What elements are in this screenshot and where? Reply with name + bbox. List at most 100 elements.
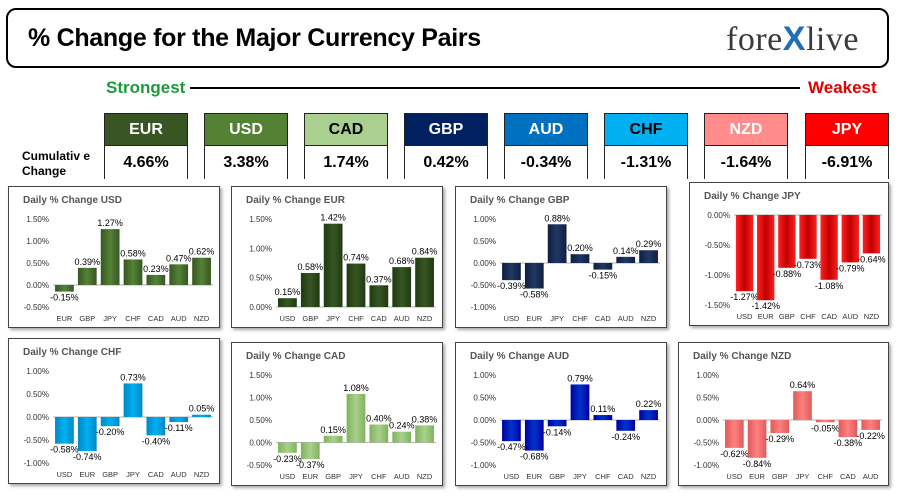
data-label: 0.58% — [120, 248, 146, 258]
category-label: EUR — [526, 472, 542, 481]
data-label: -1.08% — [815, 281, 844, 291]
y-tick-label: -1.00% — [471, 461, 496, 470]
y-tick-label: 0.00% — [473, 259, 496, 268]
category-label: CHF — [371, 472, 387, 481]
data-label: 0.73% — [120, 372, 146, 382]
bar-usd — [735, 215, 754, 292]
category-label: USD — [726, 472, 742, 481]
category-label: EUR — [79, 470, 95, 479]
chart-title: Daily % Change CAD — [246, 351, 345, 362]
category-label: EUR — [749, 472, 765, 481]
data-label: -0.38% — [834, 438, 863, 448]
bar-jpy — [123, 383, 143, 417]
category-label: NZD — [417, 472, 433, 481]
y-tick-label: 0.00% — [707, 211, 730, 220]
bar-aud — [169, 417, 189, 423]
data-label: -0.20% — [96, 427, 125, 437]
category-label: GBP — [772, 472, 788, 481]
bar-chf — [123, 259, 143, 285]
data-label: -0.68% — [520, 452, 549, 462]
data-label: -0.79% — [836, 263, 865, 273]
bar-jpy — [570, 384, 590, 420]
cumulative-change-value: -0.34% — [505, 146, 587, 179]
chart-panel-nzd: Daily % Change NZD -1.00% -0.50% 0.00% 0.50%… — [678, 342, 889, 486]
bar-chf — [346, 263, 366, 307]
y-tick-label: -0.50% — [24, 436, 49, 445]
category-label: JPY — [326, 314, 340, 323]
data-label: 0.24% — [389, 421, 415, 431]
currency-code: GBP — [405, 114, 487, 146]
data-label: 0.38% — [412, 414, 438, 424]
data-label: 0.15% — [320, 425, 346, 435]
y-tick-label: 0.50% — [696, 394, 719, 403]
y-tick-label: 0.00% — [696, 416, 719, 425]
bar-cad — [820, 215, 838, 280]
data-label: -0.39% — [497, 281, 526, 291]
bar-cad — [146, 274, 166, 285]
category-label: USD — [280, 472, 296, 481]
cumulative-change-value: 0.42% — [405, 146, 487, 179]
chart-panel-eur: Daily % Change EUR 0.00% 0.50% 1.00% 1.50% 0.… — [231, 186, 443, 328]
chart-panel-usd: Daily % Change USD -0.50% 0.00% 0.50% 1.00% 1… — [8, 186, 220, 328]
data-label: -0.73% — [794, 260, 823, 270]
y-tick-label: -0.50% — [694, 439, 719, 448]
data-label: -0.15% — [589, 271, 618, 281]
data-label: -0.84% — [743, 459, 772, 469]
y-tick-label: -0.50% — [705, 241, 730, 250]
bar-gbp — [77, 267, 97, 285]
y-tick-label: -0.50% — [471, 281, 496, 290]
bar-aud — [392, 267, 412, 307]
category-label: AUD — [394, 314, 410, 323]
currency-box-chf: CHF -1.31% — [604, 113, 688, 179]
bar-jpy — [323, 223, 343, 307]
y-tick-label: 0.50% — [473, 394, 496, 403]
chart-jpy: Daily % Change JPY -1.50% -1.00% -0.50% 0.00… — [704, 191, 886, 321]
bar-jpy — [793, 391, 812, 420]
y-tick-label: 0.00% — [26, 413, 49, 422]
data-label: 0.23% — [143, 264, 169, 274]
forexlive-logo[interactable]: foreXlive — [726, 20, 859, 59]
category-label: JPY — [550, 314, 564, 323]
chart-title: Daily % Change CHF — [23, 347, 121, 358]
strength-scale-line — [190, 87, 800, 89]
bar-nzd — [639, 250, 658, 263]
bar-chf — [799, 215, 817, 259]
category-label: CHF — [125, 314, 141, 323]
bar-eur — [55, 285, 74, 292]
category-label: GBP — [325, 472, 341, 481]
bar-usd — [725, 420, 744, 448]
title-box: % Change for the Major Currency Pairs fo… — [6, 8, 889, 68]
category-label: NZD — [417, 314, 433, 323]
strongest-label: Strongest — [106, 78, 186, 97]
category-label: CHF — [595, 472, 611, 481]
category-label: NZD — [194, 314, 210, 323]
data-label: -0.62% — [720, 449, 749, 459]
y-tick-label: 1.00% — [26, 367, 49, 376]
data-label: 0.37% — [366, 274, 392, 284]
bar-aud — [616, 256, 636, 263]
bar-aud — [841, 215, 859, 263]
category-label: NZD — [194, 470, 210, 479]
cumulative-change-value: 4.66% — [105, 146, 187, 179]
data-label: -0.47% — [497, 442, 526, 452]
currency-code: NZD — [705, 114, 787, 146]
bar-nzd — [415, 257, 434, 307]
category-label: CAD — [148, 314, 164, 323]
bar-cad — [369, 285, 389, 307]
category-label: AUD — [171, 314, 187, 323]
data-label: -0.14% — [543, 427, 572, 437]
y-tick-label: 1.00% — [249, 394, 272, 403]
category-label: EUR — [302, 472, 318, 481]
data-label: -1.42% — [751, 301, 780, 311]
category-label: AUD — [171, 470, 187, 479]
category-label: CAD — [371, 314, 387, 323]
bar-usd — [502, 263, 521, 281]
bar-nzd — [415, 425, 434, 443]
category-label: USD — [504, 314, 520, 323]
y-tick-label: 0.00% — [249, 439, 272, 448]
y-tick-label: 1.00% — [696, 371, 719, 380]
data-label: -0.37% — [296, 460, 325, 470]
chart-chf: Daily % Change CHF -1.00% -0.50% 0.00% 0.50%… — [23, 347, 214, 479]
data-label: 0.88% — [544, 213, 570, 223]
currency-code: CAD — [305, 114, 387, 146]
